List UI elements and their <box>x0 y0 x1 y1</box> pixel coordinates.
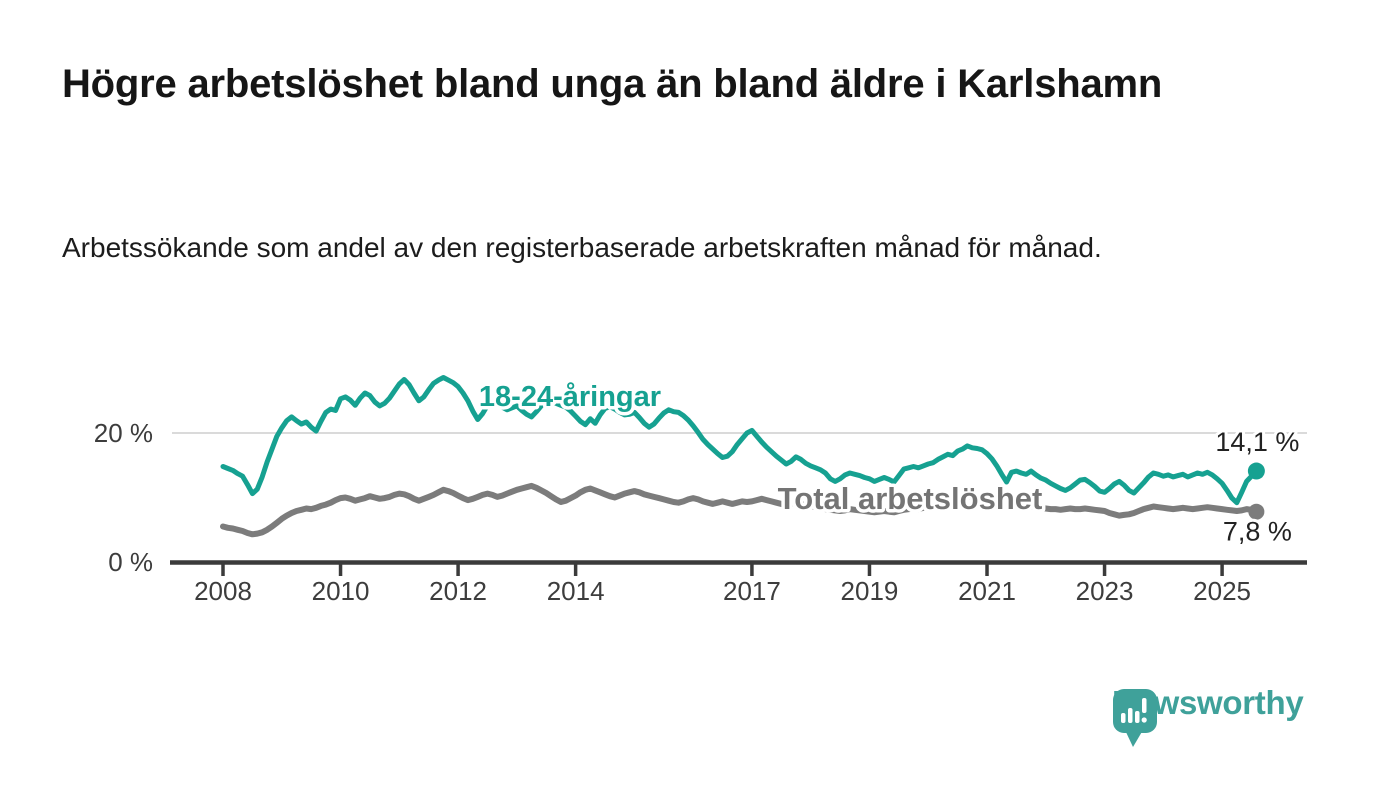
total-end-value-label: 7,8 % <box>1223 517 1292 547</box>
y-axis-tick-label: 0 % <box>108 547 153 577</box>
newsworthy-logo: Newsworthy <box>1112 684 1304 747</box>
youth-end-value-label: 14,1 % <box>1215 427 1299 457</box>
bar-chart-speech-bubble-icon <box>1113 689 1157 747</box>
y-axis-labels: 0 % 20 % <box>94 418 153 577</box>
y-axis-tick-label: 20 % <box>94 418 153 448</box>
x-axis-tick-label: 2008 <box>194 576 252 606</box>
total-series-line <box>220 482 1260 538</box>
x-axis-ticks: 2008 2010 2012 2014 2017 2019 2021 2023 2025 <box>194 562 1251 606</box>
x-axis-tick-label: 2012 <box>429 576 487 606</box>
chart-subtitle: Arbetssökande som andel av den registerb… <box>62 232 1102 263</box>
youth-series-line <box>220 375 1259 506</box>
x-axis-tick-label: 2014 <box>547 576 605 606</box>
total-series-end-dot <box>1248 503 1265 520</box>
x-axis-tick-label: 2025 <box>1193 576 1251 606</box>
page-title: Högre arbetslöshet bland unga än bland ä… <box>62 62 1163 106</box>
x-axis-tick-label: 2019 <box>841 576 899 606</box>
x-axis-tick-label: 2021 <box>958 576 1016 606</box>
x-axis-tick-label: 2023 <box>1076 576 1134 606</box>
x-axis-tick-label: 2017 <box>723 576 781 606</box>
youth-series-label: 18-24-åringar <box>479 381 661 413</box>
total-series-label: Total arbetslöshet <box>778 481 1043 516</box>
youth-series-end-dot <box>1247 462 1265 480</box>
x-axis-tick-label: 2010 <box>312 576 370 606</box>
